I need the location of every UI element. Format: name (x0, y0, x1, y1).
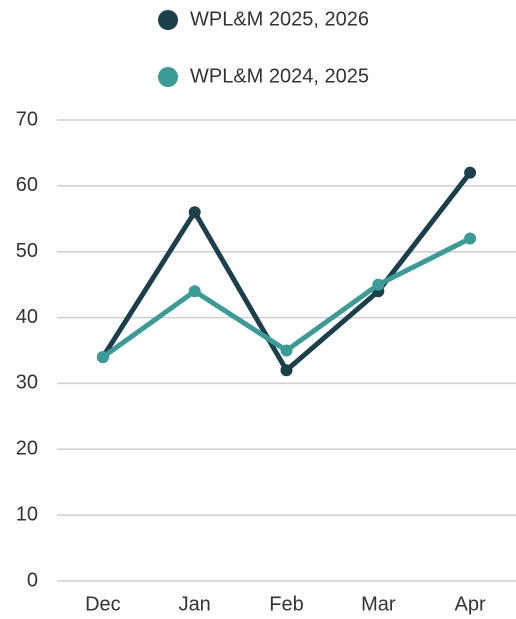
point (280, 364, 293, 377)
point (372, 278, 385, 291)
y-tick-label: 10 (16, 503, 38, 525)
x-tick-label: Apr (455, 593, 486, 615)
y-tick-label: 50 (16, 240, 38, 262)
point (464, 232, 477, 245)
y-tick-label: 70 (16, 108, 38, 130)
point (280, 344, 293, 357)
point (96, 351, 109, 364)
y-tick-label: 20 (16, 438, 38, 460)
legend-marker (158, 10, 178, 30)
x-tick-label: Feb (269, 593, 303, 615)
point (464, 166, 477, 179)
point (188, 206, 201, 219)
legend-label: WPL&M 2024, 2025 (190, 65, 369, 87)
x-tick-label: Mar (361, 593, 396, 615)
line (100, 171, 473, 373)
x-tick-label: Jan (179, 593, 211, 615)
point (188, 285, 201, 298)
y-tick-label: 40 (16, 306, 38, 328)
x-tick-label: Dec (85, 593, 121, 615)
legend-label: WPL&M 2025, 2026 (190, 8, 369, 30)
y-tick-label: 60 (16, 174, 38, 196)
line (101, 236, 472, 360)
y-tick-label: 0 (27, 569, 38, 591)
legend-marker (158, 67, 178, 87)
y-tick-label: 30 (16, 372, 38, 394)
